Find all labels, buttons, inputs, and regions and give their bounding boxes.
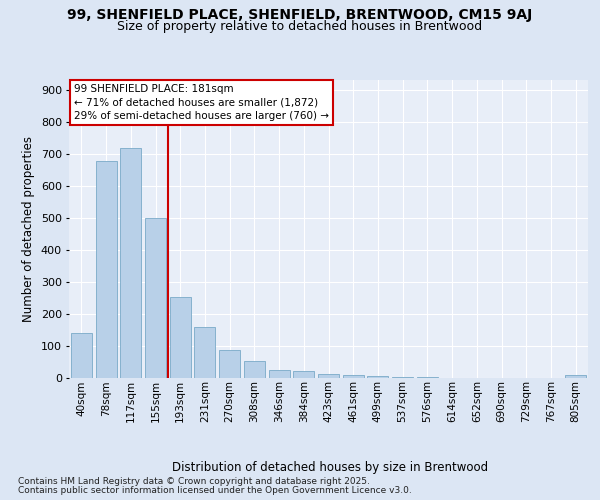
Text: Distribution of detached houses by size in Brentwood: Distribution of detached houses by size … xyxy=(172,461,488,474)
Bar xyxy=(565,375,586,378)
Text: Contains HM Land Registry data © Crown copyright and database right 2025.: Contains HM Land Registry data © Crown c… xyxy=(18,477,370,486)
Text: Size of property relative to detached houses in Brentwood: Size of property relative to detached ho… xyxy=(118,20,482,33)
Bar xyxy=(194,328,215,378)
Bar xyxy=(343,375,364,378)
Bar xyxy=(219,350,240,378)
Bar xyxy=(392,376,413,378)
Text: 99 SHENFIELD PLACE: 181sqm
← 71% of detached houses are smaller (1,872)
29% of s: 99 SHENFIELD PLACE: 181sqm ← 71% of deta… xyxy=(74,84,329,121)
Bar xyxy=(170,296,191,378)
Text: Contains public sector information licensed under the Open Government Licence v3: Contains public sector information licen… xyxy=(18,486,412,495)
Bar xyxy=(293,372,314,378)
Bar xyxy=(145,218,166,378)
Bar xyxy=(367,376,388,378)
Text: 99, SHENFIELD PLACE, SHENFIELD, BRENTWOOD, CM15 9AJ: 99, SHENFIELD PLACE, SHENFIELD, BRENTWOO… xyxy=(67,8,533,22)
Bar xyxy=(318,374,339,378)
Bar xyxy=(120,148,141,378)
Bar xyxy=(269,370,290,378)
Bar xyxy=(71,332,92,378)
Bar xyxy=(95,160,116,378)
Y-axis label: Number of detached properties: Number of detached properties xyxy=(22,136,35,322)
Bar xyxy=(244,361,265,378)
